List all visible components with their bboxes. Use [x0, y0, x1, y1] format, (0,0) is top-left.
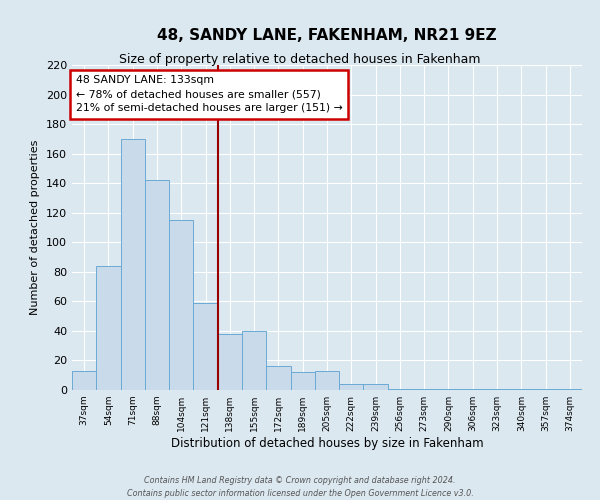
Bar — [121, 139, 145, 390]
Title: 48, SANDY LANE, FAKENHAM, NR21 9EZ: 48, SANDY LANE, FAKENHAM, NR21 9EZ — [157, 28, 497, 43]
Bar — [558, 388, 582, 390]
Y-axis label: Number of detached properties: Number of detached properties — [31, 140, 40, 315]
Bar — [193, 303, 218, 390]
Bar — [436, 388, 461, 390]
Bar — [364, 384, 388, 390]
Bar — [242, 331, 266, 390]
Text: 48 SANDY LANE: 133sqm
← 78% of detached houses are smaller (557)
21% of semi-det: 48 SANDY LANE: 133sqm ← 78% of detached … — [76, 76, 343, 114]
Bar — [72, 371, 96, 390]
Bar — [218, 334, 242, 390]
Bar — [266, 366, 290, 390]
Bar — [485, 388, 509, 390]
Bar — [145, 180, 169, 390]
X-axis label: Distribution of detached houses by size in Fakenham: Distribution of detached houses by size … — [170, 437, 484, 450]
Bar — [461, 388, 485, 390]
Bar — [533, 388, 558, 390]
Bar — [509, 388, 533, 390]
Bar — [290, 372, 315, 390]
Bar — [388, 388, 412, 390]
Bar — [315, 371, 339, 390]
Bar — [96, 266, 121, 390]
Text: Contains HM Land Registry data © Crown copyright and database right 2024.
Contai: Contains HM Land Registry data © Crown c… — [127, 476, 473, 498]
Bar — [339, 384, 364, 390]
Text: Size of property relative to detached houses in Fakenham: Size of property relative to detached ho… — [119, 52, 481, 66]
Bar — [412, 388, 436, 390]
Bar — [169, 220, 193, 390]
